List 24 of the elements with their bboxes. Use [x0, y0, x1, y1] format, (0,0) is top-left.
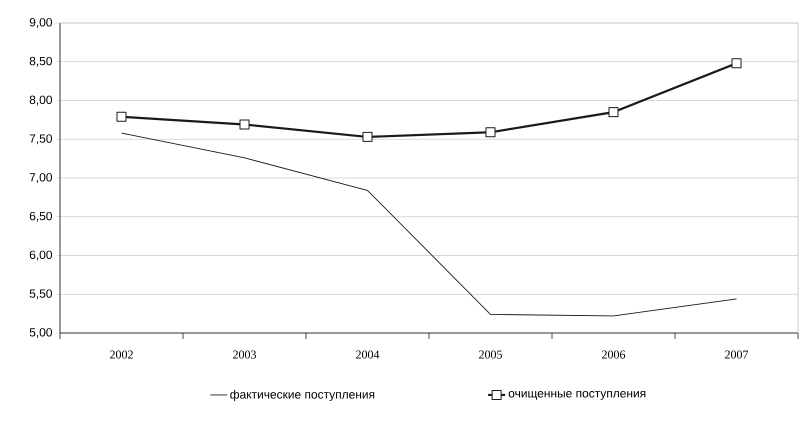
point — [608, 107, 619, 118]
point — [240, 120, 250, 130]
point — [732, 58, 742, 68]
x-tick-label: 2007 — [725, 350, 748, 359]
y-tick-label: 6,50 — [30, 212, 52, 222]
x-tick-label: 2004 — [356, 350, 380, 359]
point — [486, 127, 496, 138]
y-tick-label: 5,00 — [30, 328, 52, 338]
y-tick-label: 7,50 — [30, 134, 52, 144]
point — [362, 132, 372, 142]
y-tick-label: 8,50 — [30, 56, 52, 67]
y-tick-label: 5,50 — [30, 289, 52, 300]
y-tick-label: 6,00 — [30, 250, 52, 260]
line-series — [121, 132, 737, 316]
y-tick-label: 7,00 — [30, 173, 52, 183]
legend-label: очищенные поступления — [508, 390, 646, 400]
x-tick-label: 2002 — [110, 350, 133, 359]
y-tick-label: 9,00 — [30, 18, 52, 28]
point — [116, 112, 126, 122]
x-tick-label: 2005 — [479, 350, 502, 359]
x-tick-label: 2003 — [233, 350, 256, 359]
y-tick-label: 8,00 — [30, 96, 52, 106]
legend-label: фактические поступления — [230, 390, 374, 402]
x-tick-label: 2006 — [602, 350, 626, 359]
